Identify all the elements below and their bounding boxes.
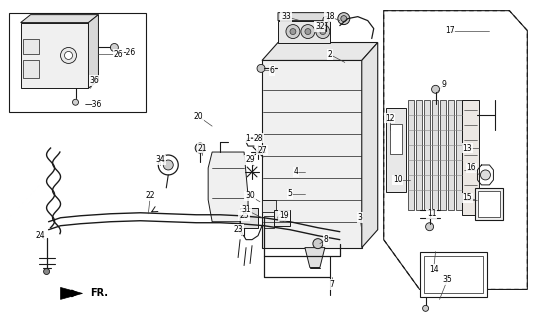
Text: 29: 29 [245,156,255,164]
Text: 15: 15 [462,193,472,202]
Text: 12: 12 [385,114,395,123]
Text: 23: 23 [233,225,243,234]
Text: 8: 8 [323,235,328,244]
Bar [23,38,39,54]
Circle shape [65,52,73,60]
Text: 24: 24 [36,231,45,240]
Text: 5: 5 [287,189,292,198]
Text: 27: 27 [257,146,267,155]
Text: 30: 30 [245,191,255,200]
Text: 6: 6 [270,66,274,75]
Circle shape [110,44,119,52]
Text: 3: 3 [357,213,362,222]
Polygon shape [208,152,248,222]
Text: 35: 35 [443,275,452,284]
Polygon shape [262,60,362,248]
Circle shape [305,28,311,35]
Circle shape [426,223,433,231]
Text: 7: 7 [329,280,334,289]
Polygon shape [20,15,99,23]
Text: —26: —26 [119,48,136,57]
Circle shape [301,25,315,38]
Text: 16: 16 [467,164,476,172]
Bar [420,252,487,297]
Polygon shape [424,100,430,210]
Text: 11: 11 [427,209,437,218]
Bar [23,60,39,78]
Bar [479,191,500,217]
Text: 34: 34 [155,156,165,164]
Circle shape [73,99,79,105]
Circle shape [195,143,205,153]
Bar [274,210,290,226]
Text: 26: 26 [114,50,123,59]
Polygon shape [432,100,438,210]
Text: FR.: FR. [91,288,108,299]
Text: 4: 4 [294,167,299,176]
Circle shape [163,160,173,170]
Bar [9,13,146,112]
Text: 32: 32 [315,22,324,31]
Bar [262,200,276,212]
Text: 28: 28 [253,133,263,143]
Circle shape [290,28,296,35]
Bar [475,188,503,220]
Text: 20: 20 [194,112,203,121]
Polygon shape [386,108,406,192]
Text: 33: 33 [281,12,291,21]
Polygon shape [262,43,378,60]
Text: 21: 21 [197,144,207,153]
Circle shape [286,25,300,38]
Polygon shape [278,13,330,20]
Text: 13: 13 [462,144,472,153]
Text: 17: 17 [445,26,454,35]
Text: 25: 25 [239,211,249,220]
Circle shape [313,239,323,249]
Polygon shape [278,20,330,43]
Text: 18: 18 [325,12,335,21]
Polygon shape [440,100,446,210]
Text: 1: 1 [246,133,251,143]
Circle shape [338,13,350,25]
Circle shape [278,214,286,222]
Polygon shape [240,208,258,228]
Polygon shape [407,100,413,210]
Circle shape [44,268,50,275]
Polygon shape [60,287,82,300]
Polygon shape [20,23,88,88]
Polygon shape [416,100,421,210]
Text: 31: 31 [241,205,251,214]
Circle shape [480,170,490,180]
Circle shape [432,85,440,93]
Text: 10: 10 [393,175,403,184]
Circle shape [323,17,329,23]
Polygon shape [447,100,453,210]
Text: 14: 14 [429,265,438,274]
Bar [264,216,274,228]
Polygon shape [455,100,461,210]
Text: 2: 2 [328,50,332,59]
Text: —36: —36 [85,100,102,109]
Circle shape [423,305,429,311]
Circle shape [316,25,330,38]
Text: 19: 19 [279,211,289,220]
Bar [390,124,402,154]
Circle shape [60,47,77,63]
Text: 9: 9 [441,80,446,89]
Polygon shape [362,43,378,248]
Circle shape [257,64,265,72]
Bar [424,256,483,293]
Text: 36: 36 [89,76,99,85]
Polygon shape [305,248,325,268]
Text: 22: 22 [146,191,155,200]
Polygon shape [461,100,480,215]
Polygon shape [88,15,99,88]
Circle shape [341,16,347,22]
Circle shape [320,28,326,35]
